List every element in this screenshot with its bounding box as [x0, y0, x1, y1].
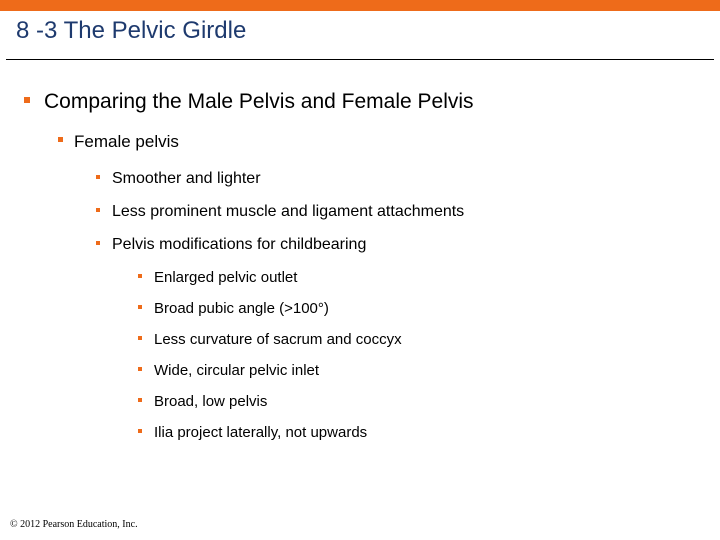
- bullet-icon: [138, 274, 142, 278]
- l4-text: Ilia project laterally, not upwards: [154, 424, 367, 441]
- l1-text: Comparing the Male Pelvis and Female Pel…: [44, 90, 474, 113]
- bullet-icon: [24, 97, 30, 103]
- l4-text: Broad, low pelvis: [154, 393, 267, 410]
- bullet-icon: [138, 336, 142, 340]
- slide-title: 8 -3 The Pelvic Girdle: [6, 11, 714, 60]
- list-level4: Enlarged pelvic outlet: [10, 269, 710, 287]
- l3-text: Less prominent muscle and ligament attac…: [112, 203, 464, 220]
- l2-text: Female pelvis: [74, 132, 179, 151]
- bullet-icon: [138, 429, 142, 433]
- list-level3: Pelvis modifications for childbearing: [10, 236, 710, 254]
- l3-text: Smoother and lighter: [112, 170, 261, 187]
- l4-text: Wide, circular pelvic inlet: [154, 362, 319, 379]
- l4-text: Broad pubic angle (>100°): [154, 300, 329, 317]
- bullet-icon: [96, 175, 100, 179]
- header-accent-bar: [0, 0, 720, 11]
- bullet-icon: [96, 208, 100, 212]
- list-level3: Smoother and lighter: [10, 170, 710, 188]
- bullet-icon: [58, 137, 63, 142]
- list-level4: Less curvature of sacrum and coccyx: [10, 331, 710, 349]
- list-level4: Ilia project laterally, not upwards: [10, 424, 710, 442]
- list-level4: Broad, low pelvis: [10, 393, 710, 411]
- list-level1: Comparing the Male Pelvis and Female Pel…: [10, 90, 710, 114]
- bullet-icon: [96, 241, 100, 245]
- l3-text: Pelvis modifications for childbearing: [112, 236, 366, 253]
- bullet-icon: [138, 305, 142, 309]
- content-area: Comparing the Male Pelvis and Female Pel…: [0, 60, 720, 442]
- list-level4: Broad pubic angle (>100°): [10, 300, 710, 318]
- copyright-footer: © 2012 Pearson Education, Inc.: [10, 519, 138, 530]
- list-level3: Less prominent muscle and ligament attac…: [10, 203, 710, 221]
- bullet-icon: [138, 367, 142, 371]
- list-level4: Wide, circular pelvic inlet: [10, 362, 710, 380]
- bullet-icon: [138, 398, 142, 402]
- l4-text: Less curvature of sacrum and coccyx: [154, 331, 402, 348]
- list-level2: Female pelvis: [10, 132, 710, 152]
- l4-text: Enlarged pelvic outlet: [154, 269, 297, 286]
